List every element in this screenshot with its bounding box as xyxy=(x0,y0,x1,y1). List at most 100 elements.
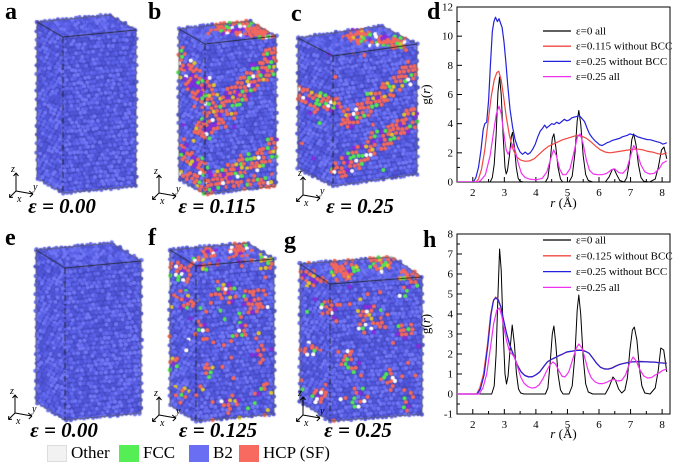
axes-triad: z yx xyxy=(296,388,325,429)
panel-label-f: f xyxy=(148,225,156,251)
svg-text:8: 8 xyxy=(448,229,454,241)
triad-y-label: y xyxy=(31,404,37,415)
simulation-box-e xyxy=(0,228,145,446)
curves xyxy=(457,16,668,182)
axes-triad: z yx xyxy=(296,168,325,209)
panel-label-h: h xyxy=(423,227,437,253)
triad-y-label: y xyxy=(175,406,181,417)
strain-label-e: ε = 0.00 xyxy=(30,418,98,442)
chart-legend: ε=0 all ε=0.125 without BCC ε=0.25 without… xyxy=(543,235,673,294)
svg-text:6: 6 xyxy=(448,269,454,281)
svg-text:6: 6 xyxy=(596,187,602,199)
triad-y-label: y xyxy=(175,184,181,195)
svg-text:3: 3 xyxy=(502,419,508,431)
legend-label: Other xyxy=(71,443,110,462)
svg-text:6: 6 xyxy=(448,89,454,101)
svg-text:8: 8 xyxy=(659,187,665,199)
triad-x-label: x xyxy=(303,198,309,209)
svg-text:-1: -1 xyxy=(444,409,453,421)
legend-label: HCP (SF) xyxy=(263,443,330,462)
legend-item-fcc: FCC xyxy=(119,443,175,463)
svg-text:0: 0 xyxy=(448,389,454,401)
simulation-box-f xyxy=(145,228,292,446)
panel-label-b: b xyxy=(148,0,162,25)
triad-x-label: x xyxy=(303,418,309,429)
x-axis-label: r (Å) xyxy=(550,426,576,441)
series-ε=0.25 all xyxy=(457,105,668,182)
svg-text:5: 5 xyxy=(565,419,571,431)
svg-text:4: 4 xyxy=(448,309,454,321)
panel-label-e: e xyxy=(5,225,16,251)
structure-legend: Other FCC B2 HCP (SF) xyxy=(0,443,685,467)
chart-d: 2 3 4 5 6 7 8 0 2 4 6 8 10 12 r (Å) g(r) ε=0 all ε=0.115 … xyxy=(418,2,672,211)
series-ε=0.125 without BCC xyxy=(457,296,667,395)
legend-label: FCC xyxy=(143,443,176,462)
svg-text:2: 2 xyxy=(470,187,476,199)
chart-h: 2 3 4 5 6 7 8 -1 0 1 2 3 4 5 6 7 8 r (Å) g(r) ε=0 all ε=0.12… xyxy=(418,229,673,442)
triad-arrows xyxy=(8,394,33,420)
fcc-swatch xyxy=(119,444,139,462)
triad-arrows xyxy=(152,174,177,200)
svg-text:7: 7 xyxy=(448,249,454,261)
simulation-box-b xyxy=(145,0,292,222)
triad-z-label: z xyxy=(297,168,302,179)
svg-text:4: 4 xyxy=(533,187,539,199)
panel-label-d: d xyxy=(427,0,441,25)
legend-entry: ε=0.25 all xyxy=(576,282,620,294)
svg-text:5: 5 xyxy=(448,289,454,301)
series-ε=0.115 without BCC xyxy=(457,70,667,182)
svg-text:0: 0 xyxy=(448,177,454,189)
axes-triad: z yx xyxy=(8,386,37,427)
triad-x-label: x xyxy=(159,196,165,207)
y-axis-label: g(r) xyxy=(418,84,433,104)
triad-z-label: z xyxy=(297,388,302,399)
legend-entry: ε=0 all xyxy=(576,235,606,247)
triad-x-label: x xyxy=(15,416,21,427)
axis-ticks xyxy=(457,6,663,183)
legend-entry: ε=0.125 without BCC xyxy=(576,250,673,262)
legend-entry: ε=0.25 without BCC xyxy=(576,266,667,278)
panel-label-a: a xyxy=(5,0,17,25)
simulation-box-a xyxy=(0,0,145,222)
curves xyxy=(457,248,668,395)
triad-arrows xyxy=(296,176,321,202)
triad-z-label: z xyxy=(153,166,158,177)
triad-z-label: z xyxy=(10,164,15,175)
triad-y-label: y xyxy=(319,186,325,197)
triad-z-label: z xyxy=(9,386,14,397)
series-ε=0.25 without BCC xyxy=(457,16,668,182)
axes-triad: z yx xyxy=(152,388,181,429)
panel-label-g: g xyxy=(284,228,296,254)
triad-y-label: y xyxy=(319,406,325,417)
hcp-swatch xyxy=(239,444,259,462)
svg-text:10: 10 xyxy=(442,31,454,43)
strain-label-c: ε = 0.25 xyxy=(326,194,394,218)
svg-text:7: 7 xyxy=(628,419,634,431)
svg-text:4: 4 xyxy=(533,419,539,431)
triad-arrows xyxy=(152,396,177,422)
svg-text:3: 3 xyxy=(502,187,508,199)
legend-label: B2 xyxy=(213,443,233,462)
svg-text:12: 12 xyxy=(442,2,453,14)
strain-label-a: ε = 0.00 xyxy=(28,194,96,218)
axes-triad: z yx xyxy=(9,164,38,205)
svg-text:8: 8 xyxy=(448,60,454,72)
triad-x-label: x xyxy=(159,418,165,429)
strain-label-g: ε = 0.25 xyxy=(324,418,392,442)
svg-text:2: 2 xyxy=(448,349,454,361)
y-axis-label: g(r) xyxy=(418,314,433,334)
svg-text:1: 1 xyxy=(448,369,454,381)
triad-y-label: y xyxy=(32,182,38,193)
b2-swatch xyxy=(189,444,209,462)
svg-text:5: 5 xyxy=(565,187,571,199)
strain-label-f: ε = 0.125 xyxy=(178,418,258,442)
strain-label-b: ε = 0.115 xyxy=(178,194,256,218)
svg-text:6: 6 xyxy=(596,419,602,431)
triad-arrows xyxy=(296,396,321,422)
x-axis-label: r (Å) xyxy=(550,195,576,210)
legend-item-hcp: HCP (SF) xyxy=(239,443,330,463)
triad-z-label: z xyxy=(153,388,158,399)
series-ε=0 all xyxy=(457,248,668,395)
legend-entry: ε=0.25 without BCC xyxy=(576,56,667,68)
